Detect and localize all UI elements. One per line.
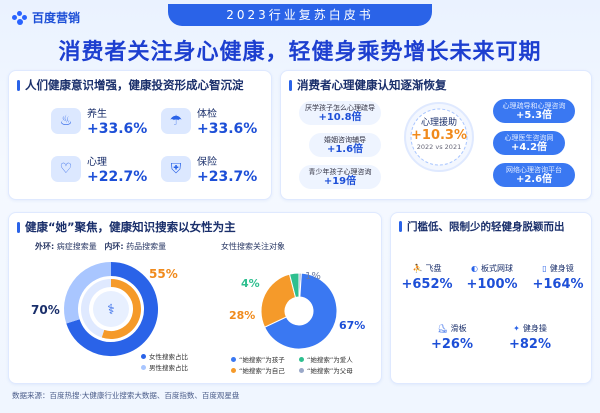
brand-logo: 百度营销	[12, 9, 80, 26]
inner-ring-female	[101, 279, 141, 339]
pie-label-1: 1%	[305, 271, 321, 282]
outer-ring-male	[64, 262, 112, 324]
mental-right-item: 心理疏导和心理咨询 +5.3倍	[493, 99, 575, 123]
card-title: 消费者心理健康认知逐渐恢复	[289, 77, 447, 93]
heart-icon: ♡	[51, 156, 81, 182]
mental-right-item: 心理医生咨询网 +4.2倍	[493, 131, 565, 155]
donut-chart: ⚕	[64, 262, 158, 356]
legend-female: 女性搜索占比	[141, 351, 188, 361]
fitness-item-mirror: ▯ 健身镜 +164%	[532, 264, 584, 292]
data-source-footer: 数据来源：百度热搜·大健康行业搜索大数据、百度指数、百度观星盘	[12, 391, 240, 400]
health-item-baoxian: ⛨ 保险 +23.7%	[161, 153, 257, 185]
fitness-item-aerobics: ✦ 健身操 +82%	[508, 324, 551, 352]
mental-center-ring	[404, 102, 474, 172]
outer-ring-female	[66, 262, 158, 356]
fitness-item-skateboard: ⛸ 滑板 +26%	[430, 324, 473, 352]
skateboard-icon: ⛸	[437, 324, 448, 333]
outer-pct-label: 70%	[31, 303, 60, 317]
light-fitness-card: 门槛低、限制少的轻健身脱颖而出 ⛹ 飞盘 +652% ◐ 板式网球 +100% ▯ 健…	[390, 212, 592, 384]
pie-label-28: 28%	[229, 309, 256, 322]
mental-left-item: 厌学孩子怎么心理疏导 +10.8倍	[299, 101, 381, 125]
paddle-icon: ◐	[471, 264, 478, 273]
pie-slice	[260, 273, 297, 328]
fitness-item-frisbee: ⛹ 飞盘 +652%	[401, 264, 453, 292]
health-item-xinli: ♡ 心理 +22.7%	[51, 153, 147, 185]
inner-ring-male	[81, 279, 112, 338]
mental-center: 心理援助 +10.3% 2022 vs 2021	[411, 118, 467, 151]
female-search-card: 健康“她”聚焦，健康知识搜索以女性为主 外环: 病症搜索量 内环: 药品搜索量 …	[8, 212, 382, 384]
pie-title: 女性搜索关注对象	[221, 242, 285, 251]
mental-right-item: 网络心理咨询平台 +2.6倍	[493, 163, 575, 187]
pie-label-67: 67%	[339, 319, 366, 332]
pie-legend-spouse: “她搜索”为爱人	[299, 354, 353, 364]
pie-label-4: 4%	[241, 277, 260, 290]
medicine-icon: ⚕	[107, 302, 115, 318]
pie-legend-parents: “她搜索”为父母	[299, 365, 353, 375]
mental-left-item: 婚姻咨询辅导 +1.6倍	[309, 133, 381, 157]
mental-left-item: 青少年孩子心理咨询 +19倍	[299, 165, 381, 189]
pie-chart	[260, 272, 338, 350]
pie-legend-self: “她搜索”为自己	[231, 365, 285, 375]
mental-health-card: 消费者心理健康认知逐渐恢复 心理援助 +10.3% 2022 vs 2021 厌…	[280, 70, 592, 200]
fitness-item-paddle: ◐ 板式网球 +100%	[466, 264, 518, 292]
bowl-icon: ♨	[51, 108, 81, 134]
aerobics-icon: ✦	[513, 324, 520, 333]
health-investment-card: 人们健康意识增强，健康投资形成心智沉淀 ♨ 养生 +33.6% ☂ 体检 +33.6…	[8, 70, 272, 200]
health-item-tijian: ☂ 体检 +33.6%	[161, 105, 257, 137]
card-title: 门槛低、限制少的轻健身脱颖而出	[399, 219, 565, 234]
frisbee-icon: ⛹	[412, 264, 423, 273]
pie-slice	[288, 272, 300, 299]
paw-icon	[12, 10, 28, 25]
legend-male: 男性搜索占比	[141, 362, 188, 372]
shield-icon: ⛨	[161, 156, 191, 182]
ring-caption: 外环: 病症搜索量 内环: 药品搜索量	[35, 242, 167, 251]
umbrella-icon: ☂	[161, 108, 191, 134]
pie-legend-child: “她搜索”为孩子	[231, 354, 285, 364]
page-headline: 消费者关注身心健康，轻健身乘势增长未来可期	[58, 40, 542, 65]
card-title: 健康“她”聚焦，健康知识搜索以女性为主	[17, 219, 236, 235]
health-item-yangsheng: ♨ 养生 +33.6%	[51, 105, 147, 137]
report-banner: 2023行业复苏白皮书	[168, 4, 432, 26]
card-title: 人们健康意识增强，健康投资形成心智沉淀	[17, 77, 244, 93]
inner-pct-label: 55%	[149, 267, 178, 281]
pie-slice	[263, 272, 338, 350]
brand-name: 百度营销	[32, 11, 81, 25]
mirror-icon: ▯	[542, 264, 547, 273]
pill-icon	[93, 291, 129, 327]
